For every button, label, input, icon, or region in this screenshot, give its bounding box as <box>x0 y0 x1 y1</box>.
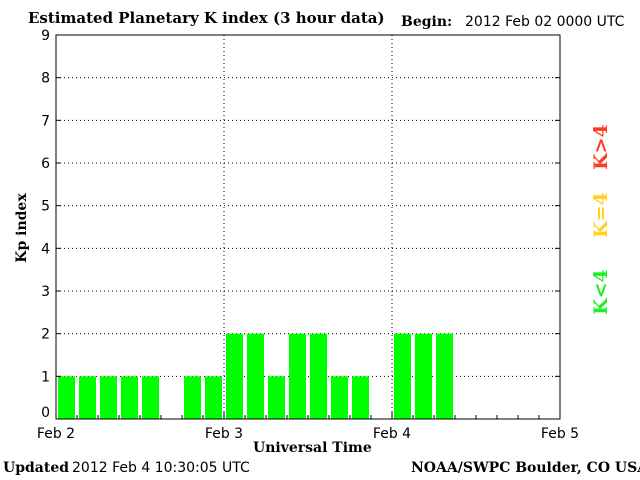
x-tick-label: Feb 3 <box>205 426 243 442</box>
kp-bar <box>394 333 411 419</box>
y-tick-label: 9 <box>41 28 50 44</box>
begin-value: 2012 Feb 02 0000 UTC <box>465 14 625 30</box>
y-tick-label: 7 <box>41 113 50 129</box>
kp-bar <box>184 376 201 419</box>
y-tick-label: 5 <box>41 199 50 215</box>
credit-text: NOAA/SWPC Boulder, CO USA <box>411 460 640 476</box>
kp-bar <box>436 333 453 419</box>
x-axis-label: Universal Time <box>253 440 372 456</box>
y-axis-label: Kp index <box>14 193 30 263</box>
kp-bar <box>121 376 138 419</box>
plot-frame <box>55 34 561 420</box>
kp-bar <box>226 333 243 419</box>
updated-label: Updated <box>3 460 70 476</box>
chart-title: Estimated Planetary K index (3 hour data… <box>28 9 385 27</box>
x-tick-label: Feb 4 <box>373 426 411 442</box>
kp-bar <box>268 376 285 419</box>
kp-bar <box>289 333 306 419</box>
begin-label: Begin: <box>401 14 453 30</box>
y-tick-label: 4 <box>41 241 50 257</box>
y-tick-label: 0 <box>41 405 50 421</box>
kp-bar <box>331 376 348 419</box>
y-tick-label: 6 <box>41 156 50 172</box>
kp-bar <box>100 376 117 419</box>
y-tick-label: 3 <box>41 284 50 300</box>
kp-bar <box>310 333 327 419</box>
legend-k-greater-4: K>4 <box>590 124 612 170</box>
kp-bar <box>79 376 96 419</box>
kp-bar <box>247 333 264 419</box>
legend-k-equal-4: K=4 <box>590 192 612 238</box>
y-tick-label: 8 <box>41 71 50 87</box>
kp-bar <box>352 376 369 419</box>
updated-value: 2012 Feb 4 10:30:05 UTC <box>72 460 250 476</box>
y-tick-label: 1 <box>41 369 50 385</box>
x-tick-label: Feb 5 <box>541 426 579 442</box>
x-tick-label: Feb 2 <box>37 426 75 442</box>
legend-k-less-4: K<4 <box>590 269 612 315</box>
kp-bar <box>142 376 159 419</box>
y-tick-label: 2 <box>41 327 50 343</box>
kp-bar <box>205 376 222 419</box>
kp-bar <box>58 376 75 419</box>
kp-bar <box>415 333 432 419</box>
